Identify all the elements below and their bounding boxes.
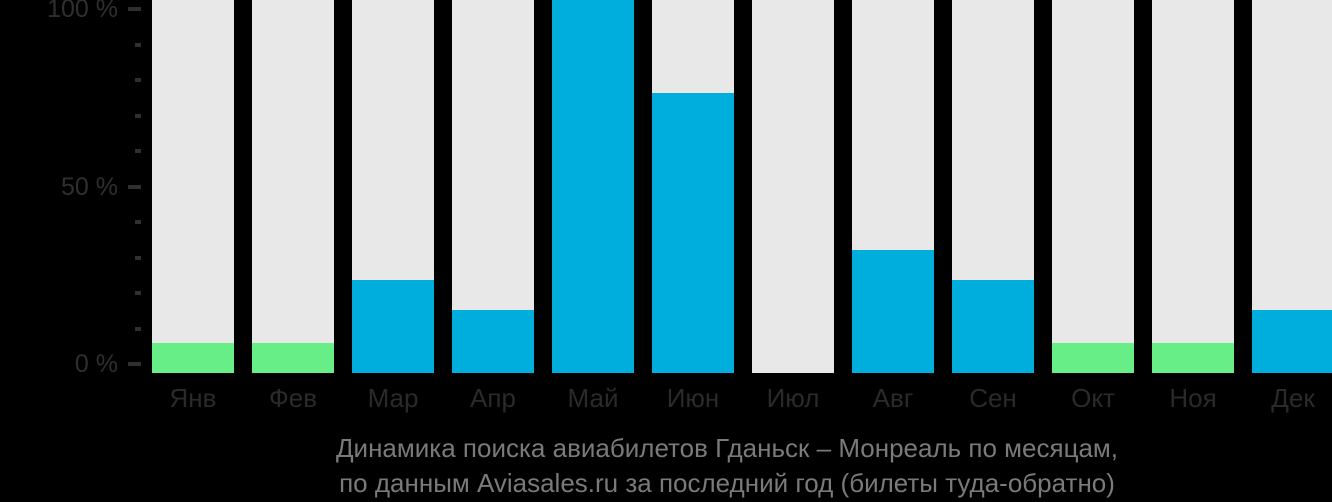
y-axis-major-tick-0 (128, 362, 141, 366)
bar-column-10 (1052, 0, 1134, 373)
bar-fill-12 (1252, 310, 1332, 373)
y-axis-minor-tick-90 (135, 42, 141, 47)
bar-fill-4 (452, 310, 534, 373)
y-axis-minor-tick-40 (135, 220, 141, 224)
x-axis-label-8: Авг (872, 383, 914, 413)
bar-fill-5 (552, 0, 634, 373)
bar-column-7 (752, 0, 834, 373)
y-axis-minor-tick-10 (135, 326, 141, 331)
bar-fill-2 (252, 343, 334, 373)
bar-fill-6 (652, 93, 734, 373)
x-axis-label-5: Май (567, 383, 619, 413)
x-axis-label-12: Дек (1271, 383, 1315, 413)
x-axis-label-4: Апр (470, 383, 516, 413)
bar-column-9 (952, 0, 1034, 373)
bar-column-11 (1152, 0, 1234, 373)
bar-fill-11 (1152, 343, 1234, 373)
x-axis-label-3: Мар (367, 383, 419, 413)
bar-column-2 (252, 0, 334, 373)
chart-title: Динамика поиска авиабилетов Гданьск – Мо… (122, 431, 1332, 501)
bar-column-5 (552, 0, 634, 373)
x-axis-label-11: Ноя (1169, 383, 1217, 413)
x-axis-label-2: Фев (268, 383, 318, 413)
bar-fill-8 (852, 250, 934, 373)
x-axis-label-10: Окт (1071, 383, 1115, 413)
bar-fill-1 (152, 343, 234, 373)
y-axis-minor-tick-30 (135, 255, 141, 260)
x-axis-label-7: Июл (766, 383, 820, 413)
y-axis-major-tick-100 (128, 7, 141, 11)
y-axis-label-100: 100 % (47, 0, 118, 23)
bar-fill-10 (1052, 343, 1134, 373)
x-axis-label-6: Июн (666, 383, 720, 413)
y-axis-minor-tick-80 (135, 78, 141, 82)
bar-column-6 (652, 0, 734, 373)
y-axis-minor-tick-20 (135, 291, 141, 295)
y-axis-label-0: 0 % (74, 350, 118, 378)
x-axis-label-9: Сен (969, 383, 1017, 413)
y-axis-label-50: 50 % (61, 172, 118, 201)
bar-column-12 (1252, 0, 1332, 373)
chart-title-line-1: Динамика поиска авиабилетов Гданьск – Мо… (335, 433, 1119, 463)
chart-title-line-2: по данным Aviasales.ru за последний год … (339, 468, 1115, 498)
y-axis-minor-tick-70 (135, 113, 141, 118)
bar-column-1 (152, 0, 234, 373)
y-axis-minor-tick-60 (135, 149, 141, 153)
y-axis-major-tick-50 (128, 184, 141, 189)
bar-column-4 (452, 0, 534, 373)
bar-column-3 (352, 0, 434, 373)
bar-column-8 (852, 0, 934, 373)
x-axis-label-1: Янв (169, 383, 217, 413)
bar-fill-3 (352, 280, 434, 373)
bar-fill-9 (952, 280, 1034, 373)
